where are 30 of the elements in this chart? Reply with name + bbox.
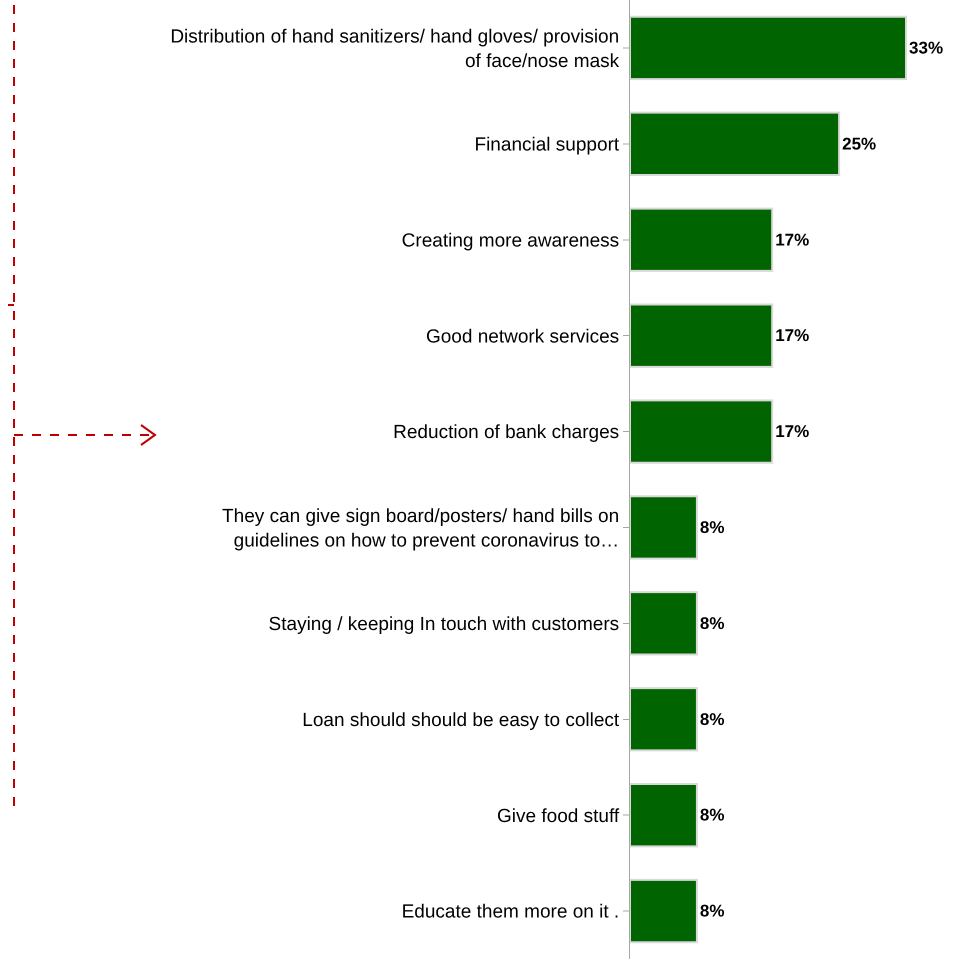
data-label: 8% xyxy=(700,806,724,825)
bar xyxy=(630,687,698,752)
data-label: 8% xyxy=(700,614,724,633)
y-tick-label: Loan should should be easy to collect xyxy=(302,710,620,731)
data-label: 8% xyxy=(700,518,724,537)
data-label: 17% xyxy=(775,326,810,346)
y-tick-label: Reduction of bank charges xyxy=(393,422,620,444)
data-label: 17% xyxy=(775,422,810,442)
bar xyxy=(630,591,698,656)
data-label: 8% xyxy=(700,902,724,921)
y-tick-label: Distribution of hand sanitizers/ hand gloves/ provision of face/nose mask xyxy=(170,26,620,72)
y-tick-label: Creating more awareness xyxy=(402,230,620,252)
bar xyxy=(630,399,774,464)
bar xyxy=(630,878,698,944)
y-tick-label: Educate them more on it . xyxy=(402,902,620,923)
data-label: 8% xyxy=(700,710,724,729)
y-tick-label: Good network services xyxy=(426,326,620,348)
y-tick-label: They can give sign board/posters/ hand bills on guidelines on how to prevent coronavirus to… xyxy=(222,506,620,552)
y-tick-label: Staying / keeping In touch with customers xyxy=(268,614,620,635)
bar xyxy=(630,112,840,176)
bar xyxy=(630,495,698,560)
y-tick-label: Give food stuff xyxy=(497,806,620,827)
data-label: 17% xyxy=(775,230,810,250)
bar xyxy=(630,16,908,80)
bar xyxy=(630,208,774,272)
data-label: 33% xyxy=(909,38,944,58)
bar xyxy=(630,782,698,848)
y-tick-label: Financial support xyxy=(474,134,620,156)
bar xyxy=(630,303,774,368)
data-label: 25% xyxy=(842,134,876,154)
